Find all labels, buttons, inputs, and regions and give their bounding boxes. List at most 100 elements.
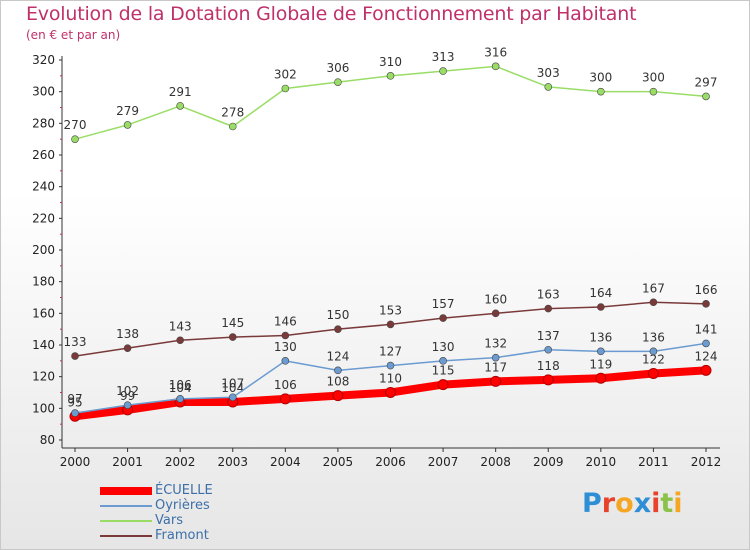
logo-letter: i bbox=[651, 488, 661, 519]
legend-swatch bbox=[100, 535, 152, 537]
data-point bbox=[279, 393, 291, 405]
data-label: 136 bbox=[642, 330, 665, 344]
data-point bbox=[490, 375, 502, 387]
data-label: 300 bbox=[642, 71, 665, 85]
data-point bbox=[595, 372, 607, 384]
y-tick-label: 300 bbox=[32, 85, 55, 99]
data-label: 167 bbox=[642, 281, 665, 295]
data-label: 104 bbox=[221, 381, 244, 395]
data-label: 141 bbox=[695, 322, 718, 336]
data-label: 306 bbox=[326, 61, 349, 75]
data-label: 291 bbox=[169, 85, 192, 99]
data-point bbox=[544, 304, 553, 313]
data-label: 115 bbox=[432, 364, 455, 378]
data-label: 160 bbox=[484, 292, 507, 306]
y-tick-label: 100 bbox=[32, 401, 55, 415]
data-point bbox=[176, 102, 184, 110]
data-label: 150 bbox=[326, 308, 349, 322]
data-point bbox=[597, 87, 605, 96]
data-label: 118 bbox=[537, 359, 560, 373]
logo-letter: t bbox=[660, 488, 674, 519]
legend-label: Vars bbox=[155, 513, 183, 528]
data-label: 124 bbox=[695, 349, 718, 363]
logo-letter: i bbox=[673, 488, 683, 519]
y-tick-label: 80 bbox=[40, 433, 55, 447]
data-point bbox=[437, 379, 449, 391]
y-tick-label: 140 bbox=[32, 338, 55, 352]
x-tick-label: 2005 bbox=[323, 455, 354, 469]
data-point bbox=[123, 401, 132, 409]
data-label: 278 bbox=[221, 106, 244, 120]
data-label: 270 bbox=[64, 118, 87, 132]
data-label: 137 bbox=[537, 329, 560, 343]
data-label: 164 bbox=[589, 286, 612, 300]
data-label: 130 bbox=[432, 340, 455, 354]
data-point bbox=[176, 336, 184, 345]
data-point bbox=[386, 72, 395, 80]
data-label: 119 bbox=[589, 357, 612, 371]
y-tick-label: 240 bbox=[32, 180, 55, 194]
x-tick-label: 2003 bbox=[217, 455, 248, 469]
y-tick-label: 320 bbox=[32, 53, 55, 67]
x-tick-label: 2008 bbox=[480, 455, 511, 469]
data-point bbox=[491, 309, 500, 318]
data-label: 145 bbox=[221, 316, 244, 330]
data-label: 157 bbox=[432, 297, 455, 311]
data-label: 313 bbox=[432, 50, 455, 64]
data-label: 136 bbox=[589, 330, 612, 344]
data-label: 138 bbox=[116, 327, 139, 341]
x-tick-label: 2004 bbox=[270, 455, 301, 469]
data-point bbox=[439, 314, 447, 322]
data-label: 153 bbox=[379, 303, 402, 317]
data-point bbox=[439, 67, 447, 75]
y-tick-label: 120 bbox=[32, 370, 55, 384]
data-label: 163 bbox=[537, 288, 560, 302]
logo-letter: r bbox=[601, 488, 616, 519]
data-label: 127 bbox=[379, 345, 402, 359]
chart-title: Evolution de la Dotation Globale de Fonc… bbox=[26, 3, 637, 25]
data-point bbox=[71, 135, 79, 143]
data-point bbox=[281, 357, 290, 365]
data-label: 297 bbox=[695, 75, 718, 89]
y-tick-label: 220 bbox=[32, 211, 55, 225]
data-point bbox=[176, 395, 184, 403]
data-point bbox=[649, 298, 658, 307]
data-point bbox=[700, 364, 712, 376]
data-point bbox=[542, 374, 554, 386]
legend-swatch bbox=[100, 487, 152, 495]
data-label: 310 bbox=[379, 55, 402, 69]
data-point bbox=[544, 83, 553, 91]
data-label: 104 bbox=[169, 381, 192, 395]
data-point bbox=[649, 347, 658, 356]
data-label: 133 bbox=[64, 335, 87, 349]
data-point bbox=[71, 352, 79, 360]
data-label: 300 bbox=[589, 71, 612, 85]
data-point bbox=[597, 303, 605, 311]
x-tick-label: 2011 bbox=[638, 455, 669, 469]
data-label: 106 bbox=[169, 378, 192, 392]
data-point bbox=[228, 333, 237, 341]
x-tick-label: 2012 bbox=[691, 455, 722, 469]
data-point bbox=[385, 387, 396, 398]
legend-swatch bbox=[100, 505, 152, 507]
data-point bbox=[332, 390, 344, 402]
data-label: 99 bbox=[120, 389, 135, 403]
data-label: 124 bbox=[326, 349, 349, 363]
data-point bbox=[228, 122, 237, 131]
x-tick-label: 2007 bbox=[428, 455, 459, 469]
data-label: 117 bbox=[484, 360, 507, 374]
legend-label: ÉCUELLE bbox=[155, 483, 213, 498]
x-tick-label: 2006 bbox=[375, 455, 406, 469]
data-label: 107 bbox=[221, 376, 244, 390]
x-tick-label: 2000 bbox=[60, 455, 91, 469]
data-point bbox=[649, 87, 658, 96]
proxiti-logo: Proxiti bbox=[582, 488, 683, 519]
data-label: 122 bbox=[642, 353, 665, 367]
data-point bbox=[702, 92, 710, 101]
chart-subtitle: (en € et par an) bbox=[26, 28, 121, 42]
legend-label: Framont bbox=[155, 528, 209, 543]
logo-letter: o bbox=[615, 488, 634, 519]
y-tick-label: 280 bbox=[32, 116, 55, 130]
x-tick-label: 2010 bbox=[586, 455, 617, 469]
